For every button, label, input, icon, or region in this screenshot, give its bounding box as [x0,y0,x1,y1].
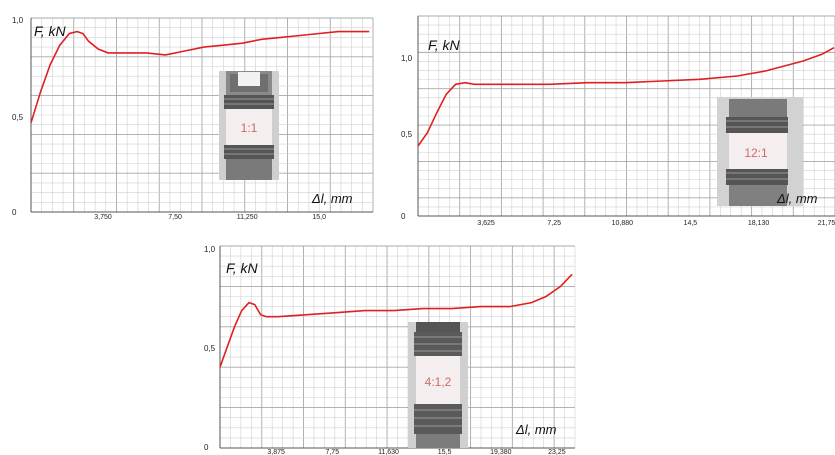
force-curve-1 [30,30,370,124]
y-tick-label: 0 [12,208,17,217]
specimen-photo-1: 1:1 [219,71,279,180]
y-tick-label: 1,0 [12,16,24,25]
x-tick-label: 11,250 [237,214,258,221]
x-tick-label: 7,50 [168,214,182,221]
x-tick-label: 15,0 [312,214,326,221]
x-tick-label: 3,750 [94,214,112,221]
sample-label-1: 1:1 [241,121,258,135]
y-axis-label-1: F, kN [34,23,67,39]
axis-ticks-1: 0 0,5 1,0 3,750 7,50 11,250 15,0 [12,16,326,221]
y-tick-label: 0,5 [12,113,24,122]
x-axis-label-1: Δl, mm [311,191,353,206]
